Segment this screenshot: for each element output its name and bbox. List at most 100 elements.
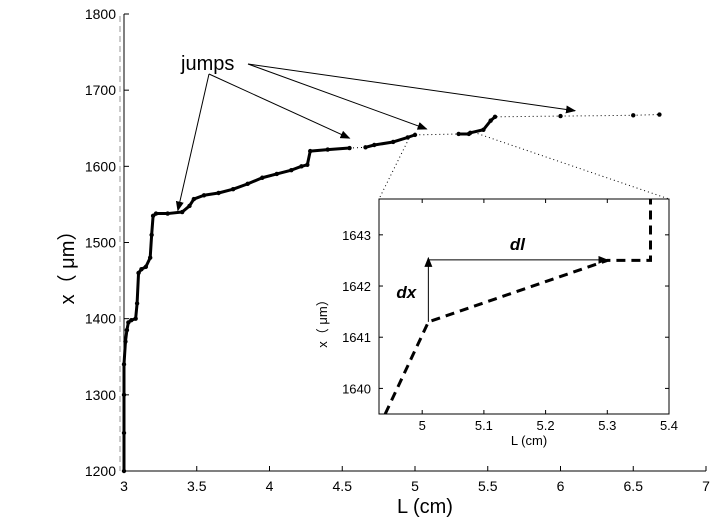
main-data-point xyxy=(289,167,294,173)
main-x-tick-label: 3 xyxy=(120,478,128,494)
inset-y-tick-label: 1641 xyxy=(342,330,371,345)
main-series-segment xyxy=(122,340,127,366)
main-y-tick-label: 1500 xyxy=(85,235,116,251)
main-data-point xyxy=(468,130,473,136)
main-series-segment xyxy=(202,191,221,197)
main-data-point xyxy=(121,468,127,474)
jumps-annotation: jumps xyxy=(175,53,577,212)
main-series-segment xyxy=(275,168,293,176)
main-data-point xyxy=(124,327,130,333)
main-data-point xyxy=(149,232,154,238)
main-data-point xyxy=(456,131,461,137)
main-data-point xyxy=(299,164,304,169)
main-series-segment xyxy=(391,135,410,144)
main-data-point xyxy=(390,139,396,145)
main-x-tick-label: 7 xyxy=(702,478,710,494)
main-x-tick-label: 6 xyxy=(557,478,565,494)
main-data-point xyxy=(325,147,330,152)
main-data-point xyxy=(187,203,192,209)
main-data-point xyxy=(180,209,185,215)
inset-x-axis-label: L (cm) xyxy=(511,433,547,448)
inset-y-tick-label: 1640 xyxy=(342,381,371,396)
main-series-segment xyxy=(135,271,141,305)
zoom-guide-lines xyxy=(378,133,670,200)
inset-y-tick-label: 1643 xyxy=(342,228,371,243)
main-series-segment xyxy=(231,182,250,191)
main-series-segment xyxy=(468,128,485,135)
inset-background xyxy=(378,198,670,415)
main-data-point xyxy=(153,211,159,216)
main-series-segment xyxy=(326,146,352,152)
main-data-point xyxy=(488,118,493,123)
inset-x-tick-label: 5.1 xyxy=(475,418,493,433)
main-data-point xyxy=(372,142,377,148)
main-x-tick-label: 5 xyxy=(411,478,419,494)
main-data-point xyxy=(216,190,221,196)
main-data-point xyxy=(134,301,140,306)
main-data-point xyxy=(492,114,498,120)
main-x-tick-label: 4 xyxy=(266,478,274,494)
main-y-tick-label: 1700 xyxy=(85,82,116,98)
main-data-point xyxy=(412,132,418,138)
inset-x-tick-label: 5.4 xyxy=(660,418,678,433)
main-chart: 3 3.5 4 4.5 5 5.5 6 6.5 7 1200 1300 1400 1500 1600 17… xyxy=(56,6,710,518)
main-data-point xyxy=(147,255,153,260)
main-data-point xyxy=(363,145,368,150)
main-data-point xyxy=(201,193,207,198)
inset-y-ticks: 1640 1641 1642 1643 xyxy=(342,228,669,396)
main-data-point xyxy=(191,196,197,202)
main-data-point xyxy=(245,181,250,187)
main-data-point xyxy=(139,266,144,272)
main-data-point xyxy=(123,339,128,344)
main-data-point xyxy=(308,148,313,154)
main-data-point xyxy=(143,264,149,270)
main-x-tick-label: 4.5 xyxy=(333,478,353,494)
main-data-point xyxy=(121,430,127,436)
main-data-point xyxy=(558,113,563,119)
main-data-point xyxy=(121,362,127,367)
main-y-tick-label: 1200 xyxy=(85,463,116,479)
main-data-point xyxy=(136,270,141,276)
inset-x-ticks: 5 5.1 5.2 5.3 5.4 xyxy=(419,199,678,433)
jumps-label: jumps xyxy=(180,53,234,75)
inset-x-tick-label: 5.2 xyxy=(537,418,555,433)
main-series xyxy=(121,112,662,474)
jump-arrow xyxy=(247,63,577,114)
main-x-tick-label: 3.5 xyxy=(187,478,207,494)
inset-x-tick-label: 5.3 xyxy=(598,418,616,433)
dx-label: dx xyxy=(396,283,417,302)
main-series-segment xyxy=(134,301,139,321)
main-data-point xyxy=(305,162,310,168)
main-data-point xyxy=(230,186,236,192)
main-data-point xyxy=(631,113,636,118)
jump-arrow xyxy=(247,63,428,130)
inset-y-tick-label: 1642 xyxy=(342,279,371,294)
zoom-line-right xyxy=(477,133,670,200)
main-data-point xyxy=(274,171,279,177)
jump-arrow xyxy=(175,73,210,212)
main-data-point xyxy=(165,211,170,216)
main-series-segment xyxy=(305,149,312,167)
main-series-segment xyxy=(217,187,235,195)
main-series-segment xyxy=(166,210,184,216)
main-x-ticks: 3 3.5 4 4.5 5 5.5 6 6.5 7 xyxy=(120,466,710,494)
main-series-segment xyxy=(308,148,330,153)
main-y-ticks: 1200 1300 1400 1500 1600 1700 1800 xyxy=(85,6,129,479)
main-data-point xyxy=(657,112,662,117)
main-x-axis-label: L (cm) xyxy=(397,496,453,518)
main-series-segment xyxy=(260,172,279,180)
main-data-point xyxy=(133,316,138,321)
main-x-tick-label: 5.5 xyxy=(478,478,498,494)
main-series-segment xyxy=(372,140,395,147)
jump-arrow xyxy=(208,73,351,139)
main-x-tick-label: 6.5 xyxy=(624,478,644,494)
main-data-point xyxy=(260,175,265,180)
main-y-tick-label: 1800 xyxy=(85,6,116,22)
main-data-point xyxy=(481,127,486,132)
main-series-segment xyxy=(148,233,154,260)
main-y-axis-label: x（ μm） xyxy=(56,221,79,305)
main-y-tick-label: 1400 xyxy=(85,311,116,327)
inset-chart: 5 5.1 5.2 5.3 5.4 1640 1641 1642 1643 dx dl L (… xyxy=(315,198,678,448)
inset-y-axis-label: x（ μm） xyxy=(315,293,330,347)
